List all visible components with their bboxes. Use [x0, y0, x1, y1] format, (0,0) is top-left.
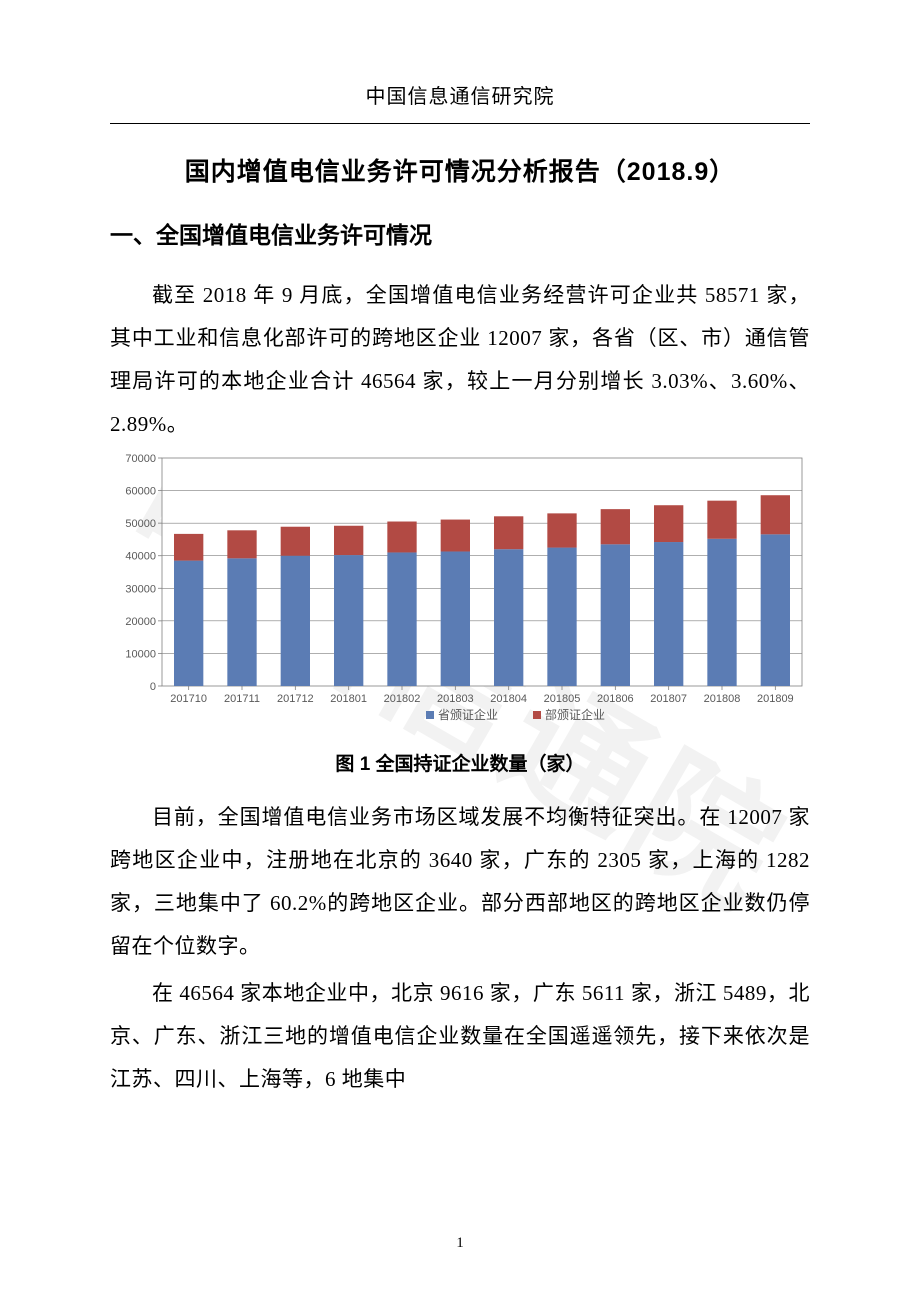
- svg-text:50000: 50000: [125, 518, 156, 530]
- paragraph-2: 目前，全国增值电信业务市场区域发展不均衡特征突出。在 12007 家跨地区企业中…: [110, 796, 810, 968]
- running-header: 中国信息通信研究院: [110, 80, 810, 119]
- svg-text:30000: 30000: [125, 583, 156, 595]
- section-1-title: 一、全国增值电信业务许可情况: [110, 216, 810, 250]
- page-number: 1: [0, 1235, 920, 1252]
- svg-text:0: 0: [150, 681, 156, 693]
- svg-text:201801: 201801: [330, 693, 367, 705]
- svg-text:201808: 201808: [704, 693, 741, 705]
- svg-text:201807: 201807: [650, 693, 687, 705]
- svg-text:40000: 40000: [125, 551, 156, 563]
- header-rule: [110, 123, 810, 124]
- document-title: 国内增值电信业务许可情况分析报告（2018.9）: [110, 152, 810, 188]
- svg-text:10000: 10000: [125, 649, 156, 661]
- svg-text:部颁证企业: 部颁证企业: [545, 707, 605, 722]
- svg-text:201712: 201712: [277, 693, 314, 705]
- figure-1-caption: 图 1 全国持证企业数量（家）: [110, 749, 810, 776]
- figure-1-chart: 0 10000 20000 30000 40000 50000 60000 70000 2017…: [110, 452, 810, 737]
- page: 中国信息通信研究院 国内增值电信业务许可情况分析报告（2018.9） 一、全国增…: [0, 0, 920, 1102]
- svg-text:201806: 201806: [597, 693, 634, 705]
- svg-text:201710: 201710: [170, 693, 207, 705]
- svg-text:201711: 201711: [224, 693, 260, 705]
- stacked-bar-chart: 0 10000 20000 30000 40000 50000 60000 70000 2017…: [110, 452, 810, 732]
- paragraph-1: 截至 2018 年 9 月底，全国增值电信业务经营许可企业共 58571 家，其…: [110, 274, 810, 446]
- svg-text:60000: 60000: [125, 486, 156, 498]
- svg-text:201802: 201802: [384, 693, 421, 705]
- svg-text:201805: 201805: [544, 693, 581, 705]
- svg-text:201804: 201804: [490, 693, 527, 705]
- svg-text:20000: 20000: [125, 616, 156, 628]
- svg-text:201803: 201803: [437, 693, 474, 705]
- paragraph-3: 在 46564 家本地企业中，北京 9616 家，广东 5611 家，浙江 54…: [110, 972, 810, 1101]
- svg-text:201809: 201809: [757, 693, 794, 705]
- svg-text:省颁证企业: 省颁证企业: [438, 707, 498, 722]
- svg-text:70000: 70000: [125, 453, 156, 465]
